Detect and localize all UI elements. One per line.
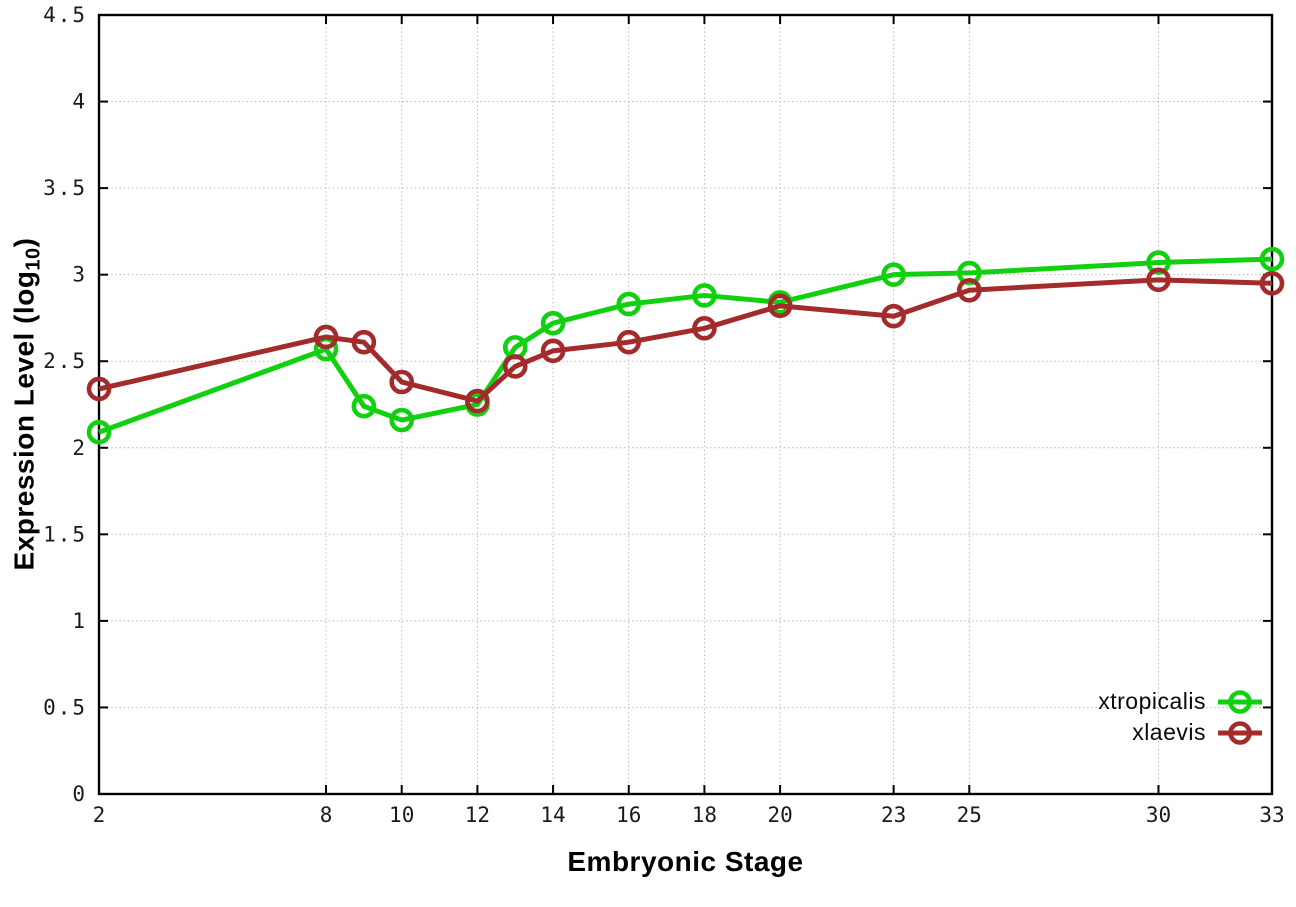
data-point-marker xyxy=(881,303,906,329)
data-point-marker xyxy=(502,354,528,379)
x-tick-label: 20 xyxy=(767,803,792,827)
y-tick-label: 1 xyxy=(72,609,87,633)
y-tick-label: 0.5 xyxy=(43,695,87,719)
data-point-marker xyxy=(956,260,982,286)
x-tick-label: 18 xyxy=(692,803,717,827)
data-point-marker xyxy=(351,393,377,419)
x-tick-label: 16 xyxy=(616,803,641,827)
legend: xtropicalis xlaevis xyxy=(1098,686,1263,748)
y-tick-label: 3.5 xyxy=(43,176,87,200)
data-point-marker xyxy=(1146,267,1171,293)
data-point-marker xyxy=(1146,250,1171,275)
data-point-marker xyxy=(881,262,906,287)
y-tick-label: 4.5 xyxy=(43,3,87,27)
legend-label-xtropicalis: xtropicalis xyxy=(1098,688,1206,714)
y-tick-label: 3 xyxy=(72,263,87,287)
data-point-marker xyxy=(767,293,793,319)
x-tick-label: 10 xyxy=(389,803,414,827)
data-point-marker xyxy=(86,419,112,445)
data-point-marker xyxy=(1259,271,1285,296)
data-point-marker xyxy=(1259,246,1285,272)
grid xyxy=(98,14,1273,795)
y-axis-label-close: ) xyxy=(8,237,40,248)
x-tick-label: 14 xyxy=(540,803,565,827)
data-point-marker xyxy=(540,338,566,364)
data-point-marker xyxy=(465,388,490,414)
series-xlaevis xyxy=(86,267,1285,414)
y-tick-label: 1.5 xyxy=(43,522,87,546)
circle-marker-icon xyxy=(1217,720,1263,746)
data-point-marker xyxy=(616,291,642,317)
data-point-marker xyxy=(389,369,415,395)
y-tick-label: 4 xyxy=(72,90,87,114)
data-point-marker xyxy=(86,376,112,402)
x-tick-label: 25 xyxy=(957,803,982,827)
x-tick-label: 2 xyxy=(93,803,106,827)
y-tick-labels: 0 0.5 1 1.5 2 2.5 3 3.5 4 4.5 xyxy=(43,3,87,806)
x-tick-label: 33 xyxy=(1259,803,1284,827)
series-xtropicalis xyxy=(86,246,1285,445)
y-axis-label-subscript: 10 xyxy=(22,247,45,271)
axis-ticks xyxy=(98,14,1273,795)
series-line xyxy=(98,256,1273,435)
x-tick-label: 12 xyxy=(465,803,490,827)
data-point-marker xyxy=(692,316,717,341)
legend-item-xlaevis: xlaevis xyxy=(1132,717,1263,748)
data-point-marker xyxy=(389,407,415,433)
data-point-marker xyxy=(351,329,377,355)
x-tick-labels: 2 8 10 12 14 16 18 20 23 25 30 33 xyxy=(93,803,1285,827)
y-axis-label: Expression Level (log10) xyxy=(9,238,46,571)
x-tick-label: 23 xyxy=(881,803,906,827)
data-point-marker xyxy=(616,329,642,355)
y-axis-label-text: Expression Level (log xyxy=(8,270,40,571)
data-point-marker xyxy=(692,283,717,308)
data-point-marker xyxy=(956,277,982,303)
legend-label-xlaevis: xlaevis xyxy=(1132,719,1206,745)
data-point-marker xyxy=(540,310,566,336)
y-tick-label: 2.5 xyxy=(43,349,87,373)
data-point-marker xyxy=(313,324,339,350)
x-axis-label: Embryonic Stage xyxy=(567,846,804,877)
y-tick-label: 2 xyxy=(72,436,87,460)
y-tick-label: 0 xyxy=(72,782,87,806)
circle-marker-icon xyxy=(1217,689,1263,715)
plot-border xyxy=(97,13,1274,796)
x-tick-label: 30 xyxy=(1146,803,1171,827)
legend-item-xtropicalis: xtropicalis xyxy=(1098,686,1263,717)
x-tick-label: 8 xyxy=(320,803,333,827)
